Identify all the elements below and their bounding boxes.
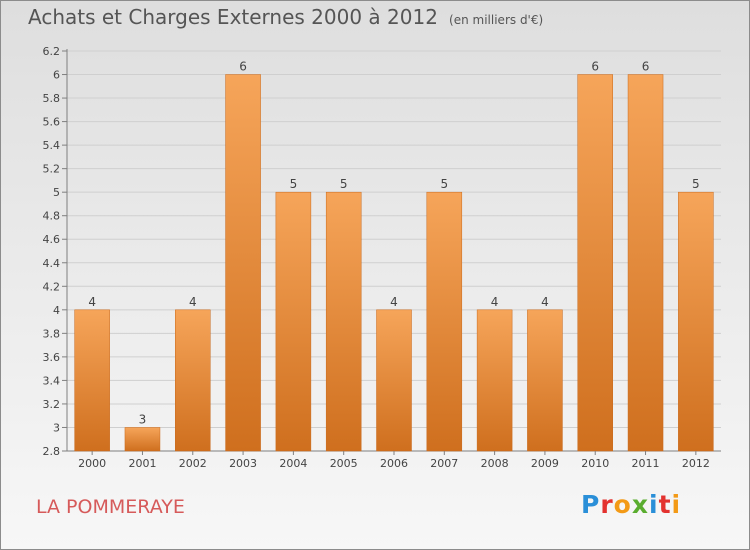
data-label: 4 — [189, 295, 197, 309]
data-label: 5 — [440, 177, 448, 191]
logo-letter: i — [671, 490, 682, 519]
y-tick-label: 6.2 — [43, 45, 61, 58]
data-label: 6 — [239, 60, 247, 74]
y-tick-label: 4.4 — [43, 257, 61, 270]
bar — [678, 191, 714, 452]
y-tick-label: 4 — [53, 304, 60, 317]
commune-name: LA POMMERAYE — [36, 496, 185, 518]
data-label: 5 — [340, 177, 348, 191]
chart-subtitle: (en milliers d'€) — [449, 13, 544, 27]
x-tick-label: 2001 — [128, 457, 156, 470]
x-tick-label: 2006 — [380, 457, 408, 470]
y-tick-label: 5.4 — [43, 139, 61, 152]
logo-letter: i — [649, 490, 659, 519]
logo-letter: r — [600, 490, 614, 519]
x-tick-label: 2005 — [330, 457, 358, 470]
x-tick-label: 2012 — [682, 457, 710, 470]
title-row: Achats et Charges Externes 2000 à 2012 (… — [28, 5, 543, 29]
data-label: 4 — [88, 295, 96, 309]
data-label: 4 — [491, 295, 499, 309]
chart-title: Achats et Charges Externes 2000 à 2012 — [28, 5, 438, 29]
bar — [225, 74, 261, 452]
y-tick-label: 3.2 — [43, 398, 61, 411]
y-tick-label: 4.6 — [43, 233, 61, 246]
x-tick-label: 2009 — [531, 457, 559, 470]
bar — [376, 309, 412, 452]
proxiti-logo: Proxiti — [581, 490, 681, 519]
y-tick-label: 3.8 — [43, 327, 61, 340]
bar — [577, 74, 613, 452]
bar — [476, 309, 513, 452]
logo-letter: x — [631, 490, 649, 519]
x-tick-label: 2007 — [430, 457, 458, 470]
logo-letter: t — [658, 490, 672, 519]
data-label: 5 — [290, 177, 298, 191]
data-label: 4 — [541, 295, 549, 309]
bar — [175, 309, 211, 452]
y-tick-label: 4.8 — [43, 210, 61, 223]
bar — [275, 191, 312, 452]
data-label: 6 — [591, 60, 599, 74]
logo-letter: o — [613, 490, 632, 519]
bar — [527, 309, 563, 452]
bar — [74, 309, 110, 452]
data-label: 4 — [390, 295, 398, 309]
y-tick-label: 3.4 — [43, 374, 61, 387]
data-label: 5 — [692, 177, 700, 191]
y-tick-label: 5.2 — [43, 163, 61, 176]
y-tick-label: 2.8 — [43, 445, 61, 458]
x-tick-label: 2003 — [229, 457, 257, 470]
y-tick-label: 5.6 — [43, 116, 61, 129]
x-tick-label: 2000 — [78, 457, 106, 470]
bar — [124, 427, 161, 452]
bar — [325, 191, 362, 452]
y-tick-label: 4.2 — [43, 280, 61, 293]
x-tick-label: 2002 — [179, 457, 207, 470]
y-tick-label: 5.8 — [43, 92, 61, 105]
bar — [627, 74, 664, 452]
bar — [426, 191, 463, 452]
y-tick-label: 5 — [53, 186, 60, 199]
y-tick-label: 3 — [53, 421, 60, 434]
logo-letter: P — [581, 490, 601, 519]
x-tick-label: 2011 — [632, 457, 660, 470]
data-label: 6 — [642, 60, 650, 74]
y-tick-label: 6 — [53, 69, 60, 82]
x-tick-label: 2004 — [279, 457, 307, 470]
x-tick-label: 2008 — [481, 457, 509, 470]
data-label: 3 — [139, 412, 147, 426]
x-tick-label: 2010 — [581, 457, 609, 470]
y-tick-label: 3.6 — [43, 351, 61, 364]
